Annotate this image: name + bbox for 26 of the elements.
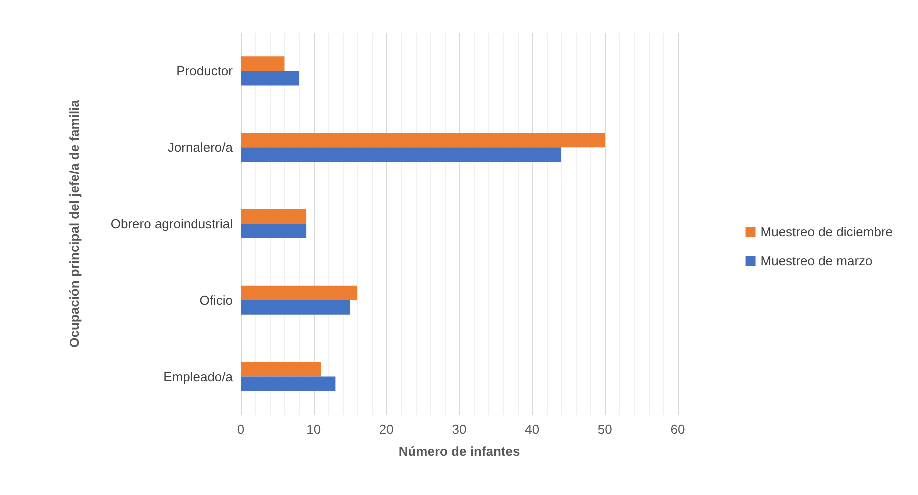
y-tick-label: Jornalero/a [168, 140, 234, 156]
bar [241, 300, 350, 315]
x-tick-label: 10 [306, 422, 322, 437]
y-tick-label: Empleado/a [164, 369, 234, 384]
bar [241, 71, 300, 86]
legend-label: Muestreo de diciembre [760, 224, 894, 240]
bar [241, 133, 606, 148]
y-tick-label: Productor [176, 64, 234, 79]
bar [241, 224, 307, 239]
y-tick-label: Obrero agroindustrial [110, 216, 234, 232]
x-tick-label: 50 [598, 422, 612, 437]
x-tick-label: 0 [237, 422, 245, 437]
x-tick-label: 30 [452, 422, 467, 437]
bar [241, 376, 336, 392]
bar [241, 362, 322, 377]
x-axis-title: Número de infantes [398, 444, 520, 459]
bar [241, 148, 562, 162]
y-tick-label: Oficio [200, 292, 233, 308]
bar [241, 286, 358, 300]
x-tick-label: 20 [379, 422, 394, 437]
bar [241, 209, 307, 224]
x-tick-label: 60 [670, 422, 686, 437]
y-axis-title: Ocupación principal del jefe/a de familia [67, 99, 82, 348]
x-tick-label: 40 [525, 422, 540, 437]
bar [241, 56, 285, 72]
legend-label: Muestreo de marzo [760, 254, 873, 268]
